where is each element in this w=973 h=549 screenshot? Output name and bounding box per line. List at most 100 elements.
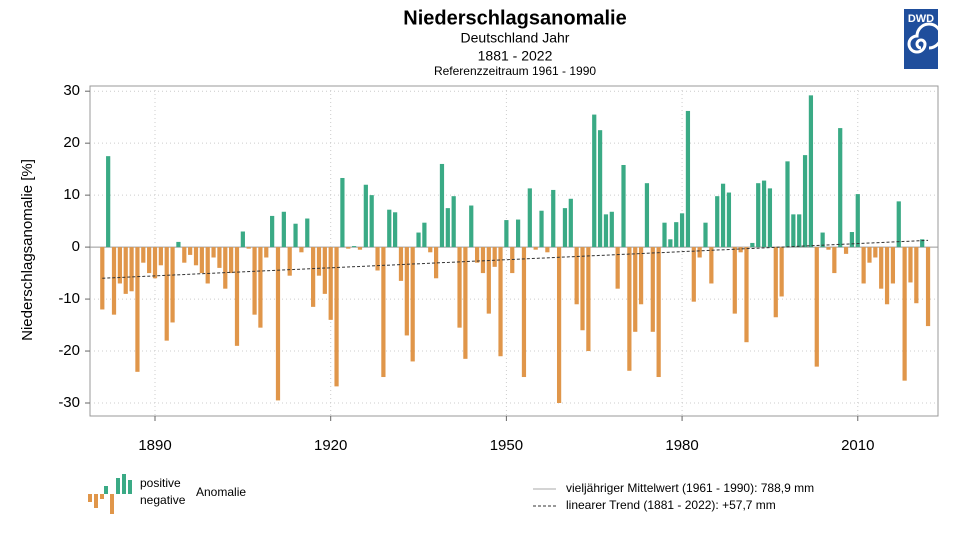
bar: [884, 247, 890, 305]
bar: [574, 247, 579, 305]
bar: [715, 196, 720, 248]
legend-icon: [104, 486, 108, 494]
bar: [311, 247, 316, 307]
bar: [117, 247, 122, 284]
bar: [773, 247, 778, 318]
bar: [785, 161, 790, 248]
legend-label: Anomalie: [196, 485, 246, 499]
bar: [820, 232, 825, 248]
bar: [656, 247, 661, 378]
bar: [416, 232, 421, 248]
legend-icon: [116, 478, 120, 494]
bar: [486, 247, 491, 314]
y-tick-label: -30: [58, 394, 80, 411]
bar: [106, 156, 111, 248]
bar: [211, 247, 216, 258]
bar: [299, 247, 304, 253]
bar: [434, 247, 439, 279]
x-tick-label: 1980: [665, 437, 698, 454]
bar: [275, 247, 281, 401]
bar: [504, 220, 509, 248]
chart-subtitle: Deutschland Jahr: [461, 30, 570, 46]
bar: [375, 247, 380, 271]
bar: [814, 247, 819, 367]
bar: [152, 247, 158, 279]
bar: [387, 209, 392, 248]
bar: [469, 205, 474, 248]
bar: [445, 208, 450, 248]
bar: [340, 177, 345, 248]
bar: [896, 201, 901, 248]
bar: [193, 247, 199, 266]
bar: [521, 247, 527, 378]
bar: [720, 183, 726, 248]
x-tick-label: 1890: [138, 437, 171, 454]
bar: [545, 247, 550, 253]
legend-icon: [94, 494, 98, 508]
bar: [580, 247, 585, 331]
bar: [363, 184, 368, 248]
bar: [843, 247, 849, 254]
bar: [346, 247, 351, 249]
bar: [650, 247, 655, 332]
legend-trend: linearer Trend (1881 - 2022): +57,7 mm: [566, 498, 776, 512]
bar: [264, 247, 269, 258]
bar: [305, 218, 310, 248]
bar: [316, 247, 322, 276]
bar: [879, 247, 884, 289]
bar: [533, 247, 538, 250]
bar: [802, 155, 808, 248]
bar: [428, 247, 433, 253]
bar: [633, 247, 638, 332]
bar: [615, 247, 620, 289]
bar: [410, 247, 415, 362]
bar: [515, 219, 521, 248]
bar: [457, 247, 462, 328]
bar: [709, 247, 714, 284]
bar: [551, 189, 556, 248]
bar: [797, 214, 802, 248]
bar: [568, 198, 573, 248]
bar: [393, 212, 398, 248]
bar: [369, 195, 374, 248]
bar: [334, 247, 339, 387]
bar: [539, 210, 544, 248]
bar: [855, 194, 860, 248]
bar: [597, 130, 603, 248]
bar: [738, 247, 743, 253]
bar: [352, 246, 357, 248]
bar: [281, 211, 286, 248]
bar: [750, 242, 755, 248]
legend-icon: [128, 480, 132, 494]
bar: [674, 222, 679, 248]
bar: [404, 247, 409, 336]
bar: [381, 247, 386, 378]
bar: [744, 247, 749, 343]
legend-icon: [122, 474, 126, 494]
bar: [902, 247, 907, 381]
bar: [451, 196, 456, 248]
bar: [685, 110, 691, 248]
bar: [556, 247, 562, 404]
bar: [234, 247, 240, 346]
trend-line: [102, 239, 929, 279]
bar: [123, 247, 128, 294]
bar: [229, 247, 234, 274]
bar: [627, 247, 632, 371]
bar: [873, 247, 878, 258]
legend-mean: vieljähriger Mittelwert (1961 - 1990): 7…: [566, 481, 814, 495]
bar: [357, 247, 363, 250]
chart-reference: Referenzzeitraum 1961 - 1990: [434, 64, 596, 78]
bar: [182, 247, 187, 263]
bar: [141, 247, 146, 263]
bar: [510, 247, 515, 274]
x-tick-label: 2010: [841, 437, 874, 454]
y-tick-label: 10: [63, 186, 80, 203]
bar: [779, 247, 784, 297]
bar: [761, 180, 767, 248]
x-tick-label: 1950: [490, 437, 523, 454]
bar: [474, 247, 480, 263]
bar: [662, 222, 667, 248]
bar: [176, 241, 181, 248]
